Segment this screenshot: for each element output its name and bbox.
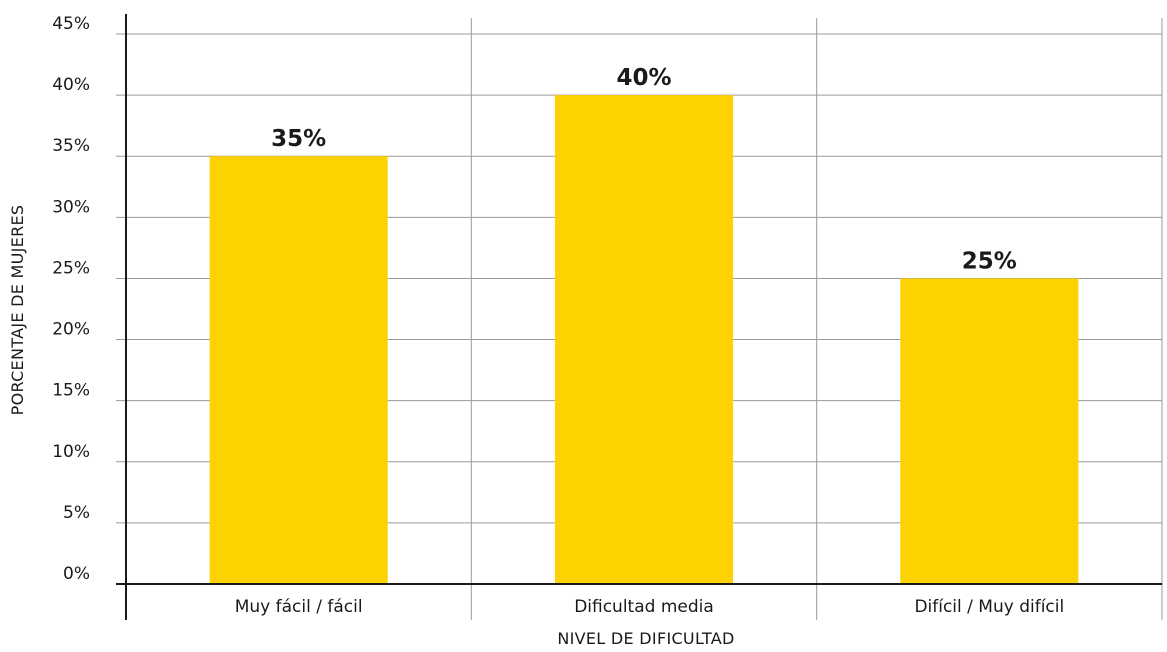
x-tick-label: Difícil / Muy difícil	[914, 597, 1064, 617]
label-layer: 0% 5% 10% 15% 20% 25% 30% 35% 40% 45% 35% Muy fácil…	[52, 14, 1064, 617]
axis-layer	[116, 14, 1162, 620]
y-tick-label: 45%	[52, 14, 90, 34]
bar-layer	[209, 95, 1079, 584]
y-tick-label: 30%	[52, 197, 90, 217]
y-tick-label: 15%	[52, 381, 90, 401]
bar-value-label: 25%	[962, 248, 1017, 274]
bar-value-label: 35%	[271, 126, 326, 152]
y-tick-label: 35%	[52, 136, 90, 156]
y-tick-label: 40%	[52, 75, 90, 95]
y-tick-label: 25%	[52, 258, 90, 278]
y-tick-label: 10%	[52, 442, 90, 462]
x-tick-label: Muy fácil / fácil	[235, 597, 363, 617]
bar	[209, 156, 388, 584]
y-tick-label: 20%	[52, 320, 90, 340]
y-tick-label: 5%	[63, 503, 90, 523]
bar	[900, 278, 1079, 584]
y-axis-title: PORCENTAJE DE MUJERES	[8, 205, 27, 416]
y-tick-label: 0%	[63, 564, 90, 584]
x-axis-title: NIVEL DE DIFICULTAD	[557, 629, 734, 648]
x-tick-label: Dificultad media	[574, 597, 714, 617]
bar	[555, 95, 733, 584]
bar-value-label: 40%	[616, 65, 671, 91]
